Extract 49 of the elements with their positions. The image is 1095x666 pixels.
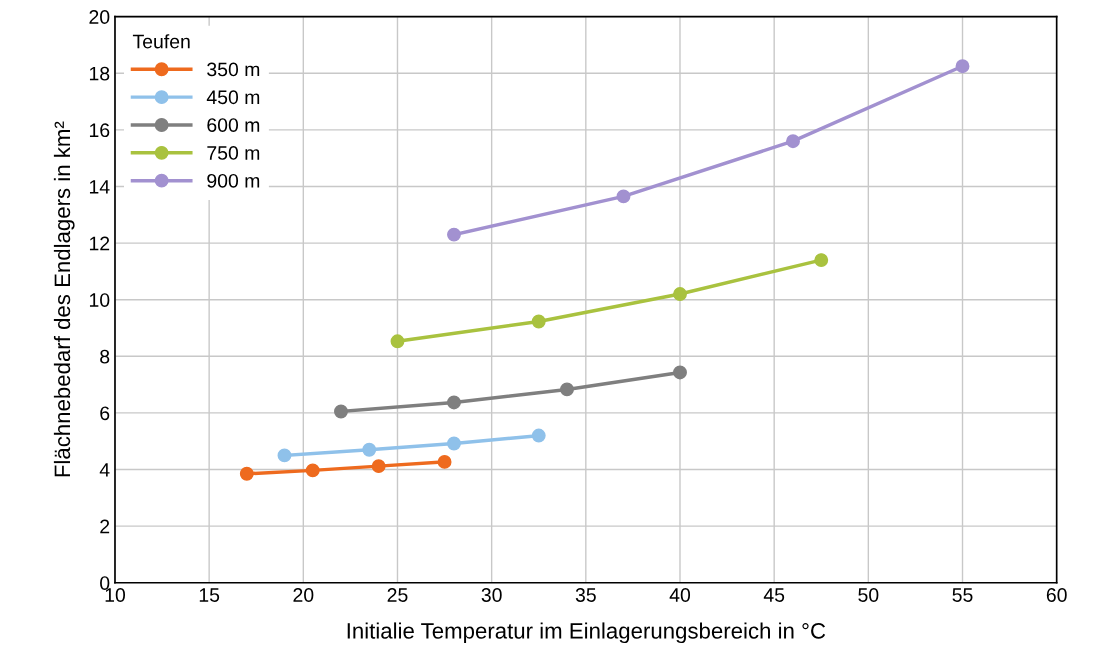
y-tick-label: 14 (89, 180, 110, 194)
point (955, 59, 970, 74)
point (673, 287, 687, 301)
point (531, 314, 546, 329)
point (362, 442, 377, 457)
legend-label: 750 m (207, 146, 260, 160)
y-tick-label: 20 (89, 10, 110, 24)
point (447, 395, 461, 410)
y-tick-label: 8 (100, 349, 110, 364)
y-tick-label: 18 (89, 66, 110, 81)
point (371, 459, 386, 474)
x-tick-label: 55 (952, 588, 973, 602)
x-tick-label: 60 (1046, 588, 1067, 602)
legend-label: 900 m (207, 173, 260, 188)
x-tick-label: 35 (575, 588, 596, 602)
point (447, 436, 461, 451)
y-tick-label: 16 (89, 123, 110, 138)
point (390, 334, 405, 349)
y-tick-label: 10 (89, 293, 110, 307)
legend-title: Teufen (132, 34, 190, 49)
point (814, 253, 829, 268)
point (616, 189, 631, 204)
point (786, 134, 800, 149)
point (277, 448, 292, 463)
point (305, 463, 320, 478)
point (531, 428, 546, 443)
point (447, 227, 461, 242)
x-tick-label: 15 (199, 588, 220, 602)
legend-label: 600 m (207, 118, 260, 132)
point (239, 466, 254, 481)
x-tick-label: 20 (293, 588, 314, 602)
point (437, 454, 452, 469)
x-tick-label: 25 (387, 588, 408, 602)
y-tick-label: 2 (100, 519, 110, 534)
y-tick-label: 12 (89, 236, 110, 251)
point (334, 404, 348, 419)
x-tick-label: 30 (481, 588, 502, 602)
y-tick-label: 0 (100, 576, 110, 590)
y-tick-label: 4 (99, 463, 110, 477)
x-tick-label: 40 (669, 588, 691, 602)
legend-label: 350 m (207, 62, 260, 77)
point (673, 365, 687, 380)
x-tick-label: 50 (858, 588, 879, 602)
x-axis-title: Initialie Temperatur im Einlagerungsbereich in °C (347, 622, 826, 644)
point (560, 382, 574, 397)
y-axis-title: Flächnebedarf des Endlagers in km² (53, 121, 75, 477)
y-tick-label: 6 (100, 406, 110, 421)
x-tick-label: 45 (763, 588, 785, 602)
legend-label: 450 m (206, 90, 260, 105)
